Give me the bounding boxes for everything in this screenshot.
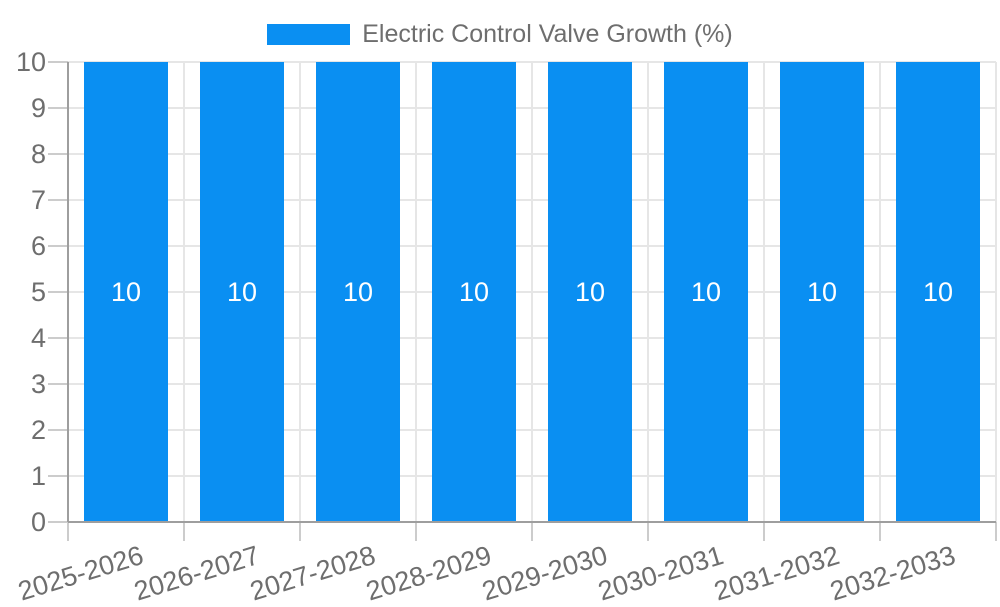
- bar-value-label: 10: [458, 277, 490, 307]
- y-axis-tick-label: 4: [30, 323, 46, 353]
- bar-value-label: 10: [922, 277, 954, 307]
- gridline-vertical: [183, 62, 185, 522]
- x-axis-category-label: 2030-2031: [594, 540, 727, 607]
- bar-value-label: 10: [342, 277, 374, 307]
- gridline-vertical: [879, 62, 881, 522]
- bar-value-label: 10: [226, 277, 258, 307]
- x-axis-tick: [531, 522, 533, 541]
- y-axis-tick: [48, 337, 68, 339]
- bar-value-label: 10: [110, 277, 142, 307]
- x-axis-tick: [415, 522, 417, 541]
- legend-swatch-icon[interactable]: [267, 24, 351, 45]
- bar[interactable]: [84, 62, 168, 522]
- bar[interactable]: [780, 62, 864, 522]
- legend[interactable]: Electric Control Valve Growth (%): [0, 20, 1000, 49]
- y-axis-tick-label: 7: [30, 185, 46, 215]
- x-axis-tick: [763, 522, 765, 541]
- bar[interactable]: [548, 62, 632, 522]
- y-axis-tick: [48, 521, 68, 523]
- bar-value-label: 10: [690, 277, 722, 307]
- x-axis-category-label: 2029-2030: [478, 540, 611, 607]
- bar[interactable]: [316, 62, 400, 522]
- y-axis-tick: [48, 291, 68, 293]
- x-axis-line: [68, 521, 996, 523]
- y-axis-tick-label: 3: [30, 369, 46, 399]
- y-axis-tick-label: 9: [30, 93, 46, 123]
- y-axis-tick-label: 10: [15, 47, 46, 77]
- y-axis-tick: [48, 61, 68, 63]
- y-axis-tick-label: 5: [30, 277, 46, 307]
- bar[interactable]: [200, 62, 284, 522]
- gridline-vertical: [647, 62, 649, 522]
- y-axis-tick: [48, 153, 68, 155]
- x-axis-category-label: 2032-2033: [826, 540, 959, 607]
- x-axis-tick: [299, 522, 301, 541]
- gridline-vertical: [531, 62, 533, 522]
- x-axis-category-label: 2028-2029: [362, 540, 495, 607]
- bar-value-label: 10: [806, 277, 838, 307]
- gridline-vertical: [995, 62, 997, 522]
- y-axis-tick-label: 1: [30, 461, 46, 491]
- y-axis-line: [67, 62, 69, 522]
- y-axis-tick: [48, 383, 68, 385]
- gridline-vertical: [763, 62, 765, 522]
- x-axis-tick: [879, 522, 881, 541]
- x-axis-tick: [995, 522, 997, 541]
- y-axis-tick: [48, 429, 68, 431]
- plot-area: 0 1 2 3 4 5 6 7 8 9 10 10 10 10 10 10 10 10 10 2025-2026 202…: [15, 47, 997, 606]
- x-axis-category-label: 2031-2032: [710, 540, 843, 607]
- y-axis-tick-label: 2: [30, 415, 46, 445]
- x-axis-tick: [647, 522, 649, 541]
- x-axis-category-label: 2026-2027: [130, 540, 263, 607]
- legend-label[interactable]: Electric Control Valve Growth (%): [362, 20, 733, 48]
- x-axis-category-label: 2027-2028: [246, 540, 379, 607]
- y-axis-tick-label: 8: [30, 139, 46, 169]
- y-axis-tick-label: 6: [30, 231, 46, 261]
- gridline-vertical: [415, 62, 417, 522]
- bar[interactable]: [432, 62, 516, 522]
- y-axis-tick: [48, 199, 68, 201]
- gridline-vertical: [299, 62, 301, 522]
- x-axis-tick: [183, 522, 185, 541]
- bar-value-label: 10: [574, 277, 606, 307]
- y-axis-tick: [48, 475, 68, 477]
- y-axis-tick: [48, 107, 68, 109]
- bar[interactable]: [896, 62, 980, 522]
- bar[interactable]: [664, 62, 748, 522]
- y-axis-tick: [48, 245, 68, 247]
- y-axis-tick-label: 0: [30, 507, 46, 537]
- x-axis-category-label: 2025-2026: [14, 540, 147, 607]
- x-axis-tick: [67, 522, 69, 541]
